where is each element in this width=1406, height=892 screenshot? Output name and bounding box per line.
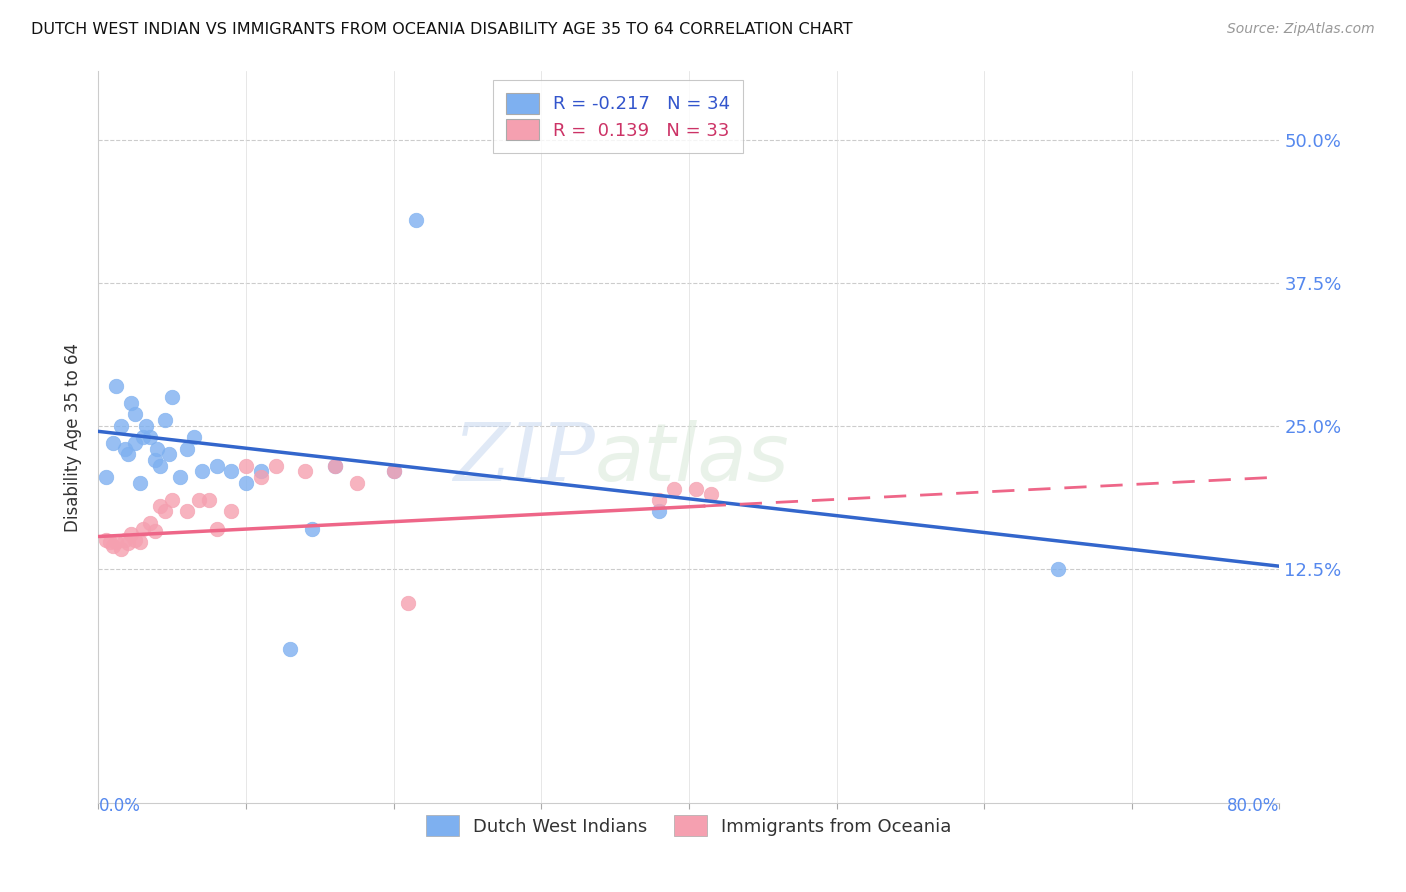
Point xyxy=(169,470,191,484)
Text: Source: ZipAtlas.com: Source: ZipAtlas.com xyxy=(1227,22,1375,37)
Point xyxy=(250,470,273,484)
Point xyxy=(235,475,257,490)
Point xyxy=(105,378,128,392)
Point xyxy=(648,492,671,507)
Point xyxy=(405,213,427,227)
Text: DUTCH WEST INDIAN VS IMMIGRANTS FROM OCEANIA DISABILITY AGE 35 TO 64 CORRELATION: DUTCH WEST INDIAN VS IMMIGRANTS FROM OCE… xyxy=(31,22,852,37)
Point xyxy=(143,453,166,467)
Point xyxy=(128,475,150,490)
Text: 0.0%: 0.0% xyxy=(98,797,141,815)
Point xyxy=(280,641,302,656)
Point xyxy=(117,447,139,461)
Point xyxy=(162,492,183,507)
Point xyxy=(120,527,142,541)
Point xyxy=(120,396,142,410)
Point xyxy=(110,418,132,433)
Y-axis label: Disability Age 35 to 64: Disability Age 35 to 64 xyxy=(65,343,83,532)
Point xyxy=(221,464,243,478)
Point xyxy=(139,430,162,444)
Point xyxy=(162,390,183,404)
Point xyxy=(105,535,128,549)
Legend: Dutch West Indians, Immigrants from Oceania: Dutch West Indians, Immigrants from Ocea… xyxy=(418,806,960,845)
Point xyxy=(346,475,368,490)
Point xyxy=(132,430,155,444)
Point xyxy=(135,418,157,433)
Point xyxy=(153,504,176,518)
Point xyxy=(183,430,205,444)
Point xyxy=(205,458,228,473)
Point xyxy=(235,458,257,473)
Point xyxy=(323,458,346,473)
Point xyxy=(132,521,155,535)
Point xyxy=(146,442,169,456)
Point xyxy=(103,435,125,450)
Point xyxy=(114,533,136,547)
Point xyxy=(221,504,243,518)
Point xyxy=(94,533,117,547)
Point xyxy=(114,442,136,456)
Point xyxy=(294,464,316,478)
Point xyxy=(187,492,209,507)
Point xyxy=(98,535,121,549)
Point xyxy=(149,458,172,473)
Point xyxy=(157,447,180,461)
Point xyxy=(143,524,166,538)
Point xyxy=(250,464,273,478)
Point xyxy=(94,470,117,484)
Point xyxy=(176,504,198,518)
Point xyxy=(382,464,405,478)
Point xyxy=(198,492,221,507)
Point xyxy=(648,504,671,518)
Text: atlas: atlas xyxy=(595,420,789,498)
Point xyxy=(139,516,162,530)
Point xyxy=(685,482,707,496)
Point xyxy=(103,539,125,553)
Point xyxy=(205,521,228,535)
Point xyxy=(110,542,132,557)
Point xyxy=(153,413,176,427)
Point xyxy=(323,458,346,473)
Point xyxy=(664,482,686,496)
Point xyxy=(301,521,323,535)
Point xyxy=(128,535,150,549)
Point xyxy=(191,464,214,478)
Point xyxy=(149,499,172,513)
Point xyxy=(124,533,146,547)
Point xyxy=(1046,561,1070,575)
Point xyxy=(398,596,420,610)
Point xyxy=(382,464,405,478)
Point xyxy=(264,458,287,473)
Text: 80.0%: 80.0% xyxy=(1227,797,1279,815)
Point xyxy=(117,536,139,550)
Point xyxy=(124,435,146,450)
Text: ZIP: ZIP xyxy=(453,420,595,498)
Point xyxy=(176,442,198,456)
Point xyxy=(700,487,723,501)
Point xyxy=(124,407,146,421)
